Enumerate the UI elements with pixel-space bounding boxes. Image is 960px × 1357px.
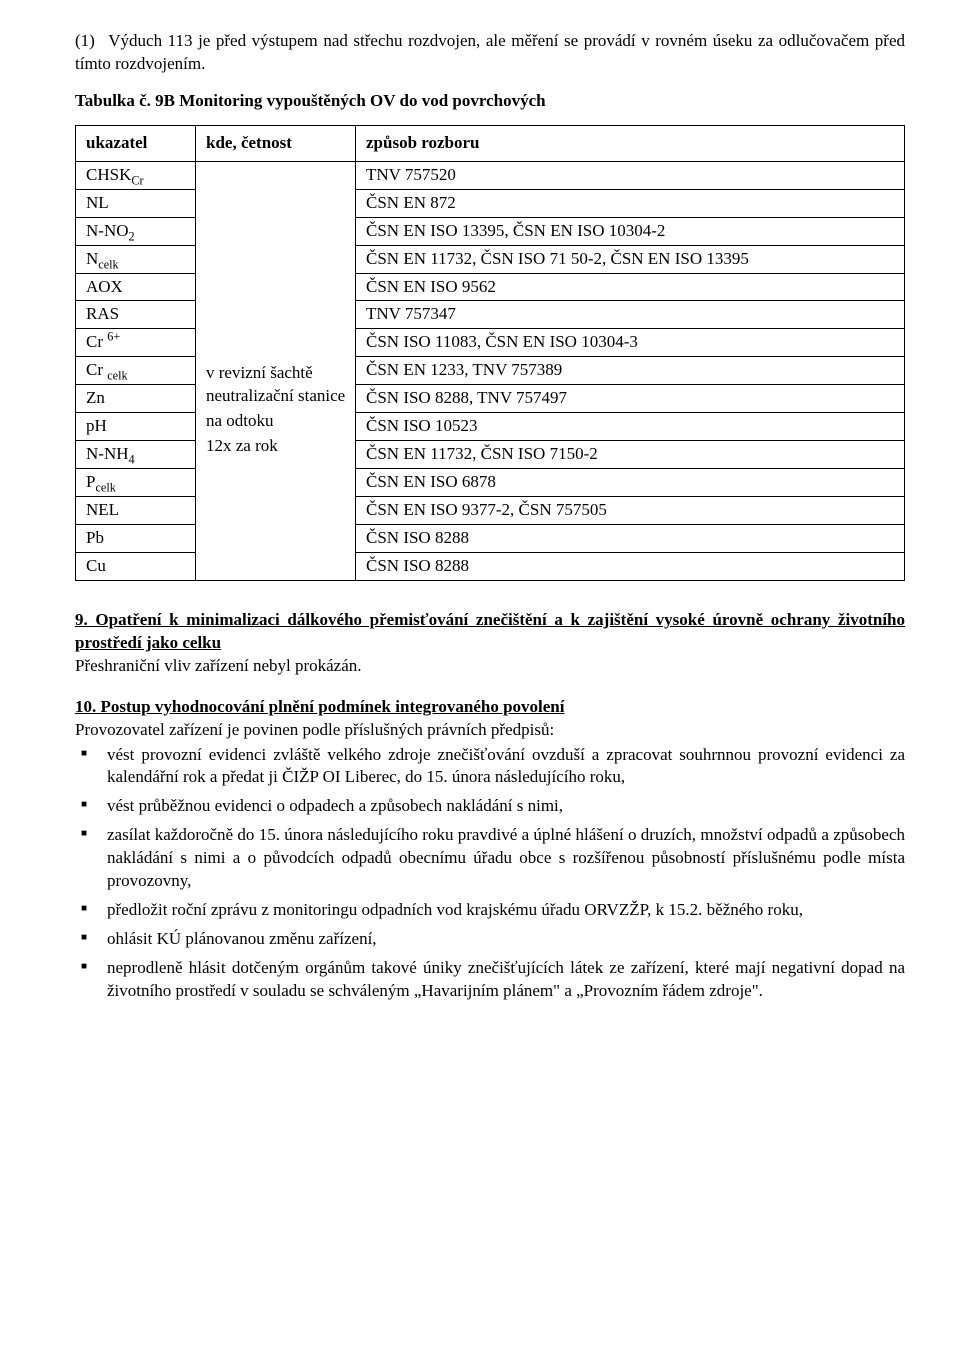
section-10-intro: Provozovatel zařízení je povinen podle p… xyxy=(75,719,905,742)
cell-ukazatel: Pcelk xyxy=(76,469,196,497)
cell-ukazatel: Cr celk xyxy=(76,357,196,385)
col-header-ukazatel: ukazatel xyxy=(76,125,196,161)
cell-zpusob: ČSN ISO 10523 xyxy=(356,413,905,441)
col-header-zpusob: způsob rozboru xyxy=(356,125,905,161)
ukazatel-text: Cu xyxy=(86,556,106,575)
list-item: předložit roční zprávu z monitoringu odp… xyxy=(107,899,905,922)
cell-ukazatel: CHSKCr xyxy=(76,161,196,189)
cell-ukazatel: N-NH4 xyxy=(76,441,196,469)
footnote-paragraph: (1) Výduch 113 je před výstupem nad stře… xyxy=(75,30,905,76)
ukazatel-subscript: 2 xyxy=(129,229,135,243)
cell-ukazatel: Cr 6+ xyxy=(76,329,196,357)
ukazatel-text: AOX xyxy=(86,277,123,296)
kde-location-2: na odtoku xyxy=(206,410,347,433)
cell-zpusob: ČSN EN 1233, TNV 757389 xyxy=(356,357,905,385)
cell-zpusob: ČSN ISO 8288 xyxy=(356,524,905,552)
table-body: CHSKCrv revizní šachtě neutralizační sta… xyxy=(76,161,905,580)
cell-zpusob: ČSN EN ISO 9562 xyxy=(356,273,905,301)
ukazatel-subscript: celk xyxy=(98,257,118,271)
cell-ukazatel: RAS xyxy=(76,301,196,329)
cell-ukazatel: Zn xyxy=(76,385,196,413)
list-item: vést průběžnou evidenci o odpadech a způ… xyxy=(107,795,905,818)
list-item: zasílat každoročně do 15. února následuj… xyxy=(107,824,905,893)
cell-ukazatel: AOX xyxy=(76,273,196,301)
ukazatel-text: RAS xyxy=(86,304,119,323)
kde-location-1: v revizní šachtě neutralizační stanice xyxy=(206,362,347,408)
cell-zpusob: ČSN ISO 8288 xyxy=(356,552,905,580)
monitoring-table: ukazatel kde, četnost způsob rozboru CHS… xyxy=(75,125,905,581)
ukazatel-subscript: 4 xyxy=(129,453,135,467)
ukazatel-text: Zn xyxy=(86,388,105,407)
ukazatel-text: Cr xyxy=(86,360,107,379)
ukazatel-subscript: celk xyxy=(95,480,115,494)
cell-zpusob: ČSN EN ISO 6878 xyxy=(356,469,905,497)
cell-kde-cetnost: v revizní šachtě neutralizační stanicena… xyxy=(196,161,356,580)
cell-ukazatel: NL xyxy=(76,189,196,217)
list-item: ohlásit KÚ plánovanou změnu zařízení, xyxy=(107,928,905,951)
ukazatel-text: N xyxy=(86,249,98,268)
section-10-bullet-list: vést provozní evidenci zvláště velkého z… xyxy=(75,744,905,1003)
cell-zpusob: ČSN ISO 8288, TNV 757497 xyxy=(356,385,905,413)
footnote-number: (1) xyxy=(75,30,103,53)
cell-ukazatel: Ncelk xyxy=(76,245,196,273)
table-header-row: ukazatel kde, četnost způsob rozboru xyxy=(76,125,905,161)
section-10-heading: 10. Postup vyhodnocování plnění podmínek… xyxy=(75,696,905,719)
section-9-body: Přeshraniční vliv zařízení nebyl prokázá… xyxy=(75,655,905,678)
ukazatel-subscript: celk xyxy=(107,369,127,383)
cell-zpusob: ČSN EN 11732, ČSN ISO 7150-2 xyxy=(356,441,905,469)
table-row: CHSKCrv revizní šachtě neutralizační sta… xyxy=(76,161,905,189)
cell-ukazatel: pH xyxy=(76,413,196,441)
ukazatel-text: CHSK xyxy=(86,165,131,184)
ukazatel-text: NL xyxy=(86,193,109,212)
ukazatel-text: pH xyxy=(86,416,107,435)
list-item: vést provozní evidenci zvláště velkého z… xyxy=(107,744,905,790)
list-item: neprodleně hlásit dotčeným orgánům takov… xyxy=(107,957,905,1003)
cell-zpusob: ČSN EN 11732, ČSN ISO 71 50-2, ČSN EN IS… xyxy=(356,245,905,273)
section-9-heading: 9. Opatření k minimalizaci dálkového pře… xyxy=(75,609,905,655)
ukazatel-text: Pb xyxy=(86,528,104,547)
cell-zpusob: ČSN ISO 11083, ČSN EN ISO 10304-3 xyxy=(356,329,905,357)
cell-ukazatel: NEL xyxy=(76,497,196,525)
kde-frequency: 12x za rok xyxy=(206,435,347,458)
ukazatel-subscript: Cr xyxy=(131,173,143,187)
footnote-text: Výduch 113 je před výstupem nad střechu … xyxy=(75,31,905,73)
ukazatel-text: Cr xyxy=(86,332,107,351)
table-caption: Tabulka č. 9B Monitoring vypouštěných OV… xyxy=(75,90,905,113)
cell-zpusob: TNV 757520 xyxy=(356,161,905,189)
cell-ukazatel: N-NO2 xyxy=(76,217,196,245)
col-header-kde: kde, četnost xyxy=(196,125,356,161)
ukazatel-text: N-NO xyxy=(86,221,129,240)
cell-ukazatel: Pb xyxy=(76,524,196,552)
ukazatel-superscript: 6+ xyxy=(107,330,120,344)
cell-zpusob: ČSN EN ISO 13395, ČSN EN ISO 10304-2 xyxy=(356,217,905,245)
cell-zpusob: TNV 757347 xyxy=(356,301,905,329)
cell-zpusob: ČSN EN ISO 9377-2, ČSN 757505 xyxy=(356,497,905,525)
ukazatel-text: NEL xyxy=(86,500,119,519)
cell-zpusob: ČSN EN 872 xyxy=(356,189,905,217)
cell-ukazatel: Cu xyxy=(76,552,196,580)
ukazatel-text: N-NH xyxy=(86,444,129,463)
